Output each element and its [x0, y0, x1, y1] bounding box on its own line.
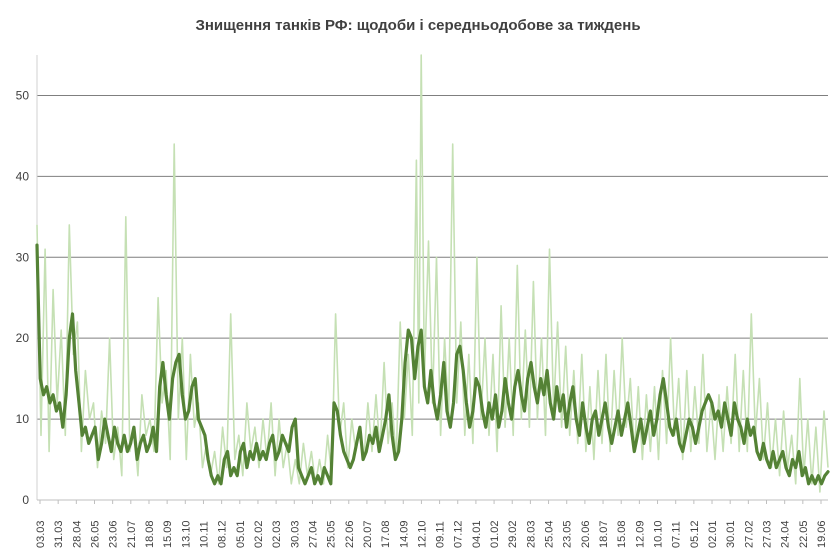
x-tick-label: 25.04 — [544, 520, 556, 548]
x-tick-label: 10.10 — [653, 520, 665, 548]
x-tick-label: 15.08 — [616, 520, 628, 548]
x-tick-label: 27.04 — [307, 520, 319, 548]
x-tick-label: 05.01 — [235, 520, 247, 548]
x-tick-label: 22.05 — [798, 520, 810, 548]
daily-series — [36, 54, 829, 493]
x-tick-label: 07.12 — [453, 520, 465, 548]
y-tick-label: 10 — [16, 412, 30, 426]
y-tick-label: 50 — [16, 88, 30, 102]
x-tick-label: 28.03 — [525, 520, 537, 548]
x-tick-label: 27.02 — [743, 520, 755, 548]
x-tick-label: 02.02 — [253, 520, 265, 548]
y-axis: 0 10 20 30 40 50 — [16, 55, 38, 507]
x-tick-label: 04.01 — [471, 520, 483, 548]
y-tick-label: 40 — [16, 169, 30, 183]
x-tick-label: 23.05 — [562, 520, 574, 548]
x-tick-label: 13.10 — [180, 520, 192, 548]
x-tick-label: 10.11 — [198, 521, 210, 548]
x-tick-label: 18.08 — [144, 520, 156, 548]
x-tick-label: 24.04 — [780, 520, 792, 548]
y-tick-label: 20 — [16, 331, 30, 345]
chart-title: Знищення танків РФ: щодоби і середньодоб… — [195, 17, 640, 34]
x-tick-label: 27.03 — [762, 520, 774, 548]
daily-line — [36, 54, 829, 493]
x-tick-label: 23.06 — [108, 520, 120, 548]
x-tick-label: 20.07 — [362, 520, 374, 548]
x-tick-label: 03.03 — [35, 520, 47, 548]
x-tick-label: 25.05 — [326, 520, 338, 548]
x-tick-label: 17.08 — [380, 520, 392, 548]
x-tick-label: 30.03 — [289, 520, 301, 548]
x-tick-label: 02.01 — [707, 520, 719, 548]
weekly-average-line — [35, 243, 830, 486]
x-tick-label: 01.02 — [489, 520, 501, 548]
x-tick-label: 19.06 — [816, 520, 828, 548]
x-tick-label: 31.03 — [53, 520, 65, 548]
y-tick-label: 30 — [16, 250, 30, 264]
x-tick-label: 12.10 — [416, 520, 428, 548]
x-tick-label: 14.09 — [398, 520, 410, 548]
x-tick-label: 15.09 — [162, 520, 174, 548]
x-tick-label: 22.06 — [344, 520, 356, 548]
x-tick-label: 12.09 — [634, 520, 646, 548]
x-tick-label: 02.03 — [271, 520, 283, 548]
x-tick-label: 21.07 — [126, 520, 138, 548]
x-tick-label: 18.07 — [598, 520, 610, 548]
x-tick-label: 08.12 — [217, 520, 229, 548]
x-tick-label: 20.06 — [580, 520, 592, 548]
x-axis: 03.03 31.03 28.04 26.05 23.06 21.07 18.08 15.09… — [35, 499, 828, 548]
x-tick-label: 30.01 — [725, 520, 737, 548]
x-tick-label: 09.11 — [435, 521, 447, 548]
y-tick-label: 0 — [22, 493, 29, 507]
x-tick-label: 28.04 — [71, 520, 83, 548]
x-tick-label: 05.12 — [689, 520, 701, 548]
x-tick-label: 29.02 — [507, 520, 519, 548]
weekly-average-series — [35, 243, 830, 486]
x-tick-label: 07.11 — [671, 521, 683, 548]
x-tick-label: 26.05 — [89, 520, 101, 548]
